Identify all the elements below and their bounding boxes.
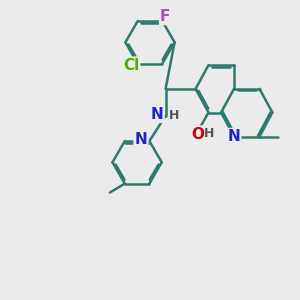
Text: O: O [191,127,205,142]
Text: N: N [228,129,240,144]
Text: N: N [135,132,147,147]
Text: H: H [204,127,214,140]
Text: H: H [169,109,179,122]
Text: F: F [160,9,170,24]
Text: Cl: Cl [123,58,139,73]
Text: N: N [151,107,164,122]
